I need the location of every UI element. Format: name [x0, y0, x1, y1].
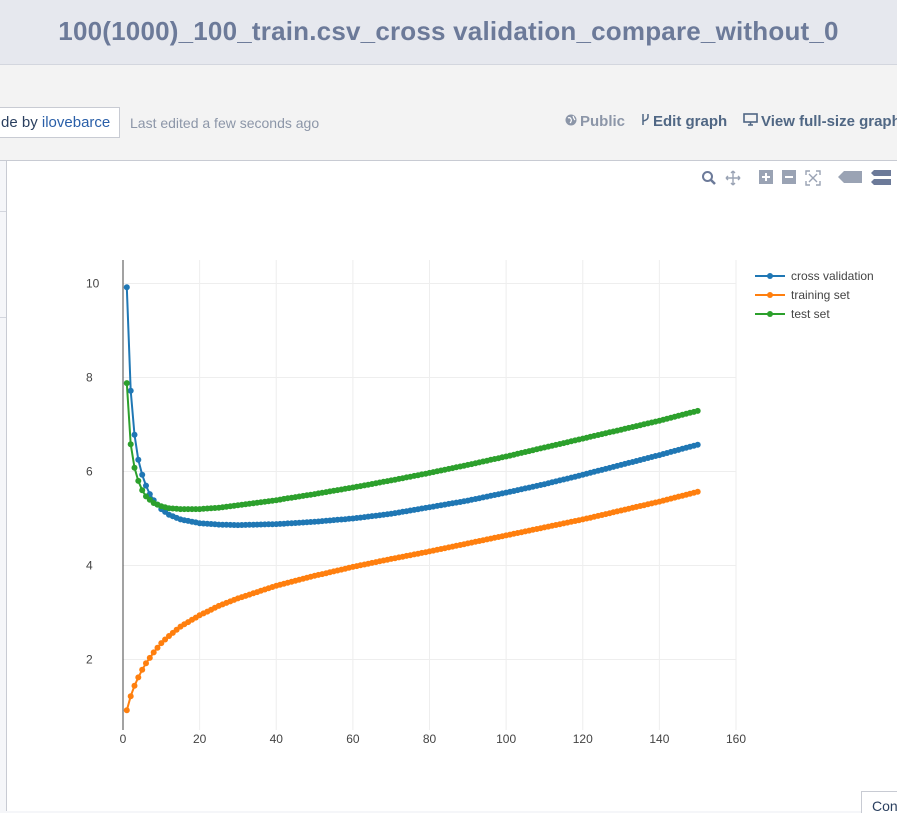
data-point[interactable] [139, 471, 146, 478]
y-tick-label: 2 [86, 653, 93, 667]
legend-label: cross validation [791, 269, 874, 283]
x-tick-label: 120 [573, 732, 593, 746]
made-by-badge[interactable]: de by ilovebarce [0, 107, 121, 138]
x-tick-label: 60 [346, 732, 360, 746]
data-point[interactable] [158, 640, 165, 647]
data-point[interactable] [131, 431, 138, 438]
zoom-icon[interactable] [700, 170, 717, 187]
legend-label: test set [791, 307, 830, 321]
series-line [125, 287, 698, 527]
series-test-set [123, 380, 701, 513]
data-point[interactable] [127, 441, 134, 448]
x-tick-label: 0 [120, 732, 127, 746]
y-tick-label: 10 [86, 277, 100, 291]
left-panel-edge [0, 211, 6, 318]
legend-marker [767, 273, 773, 279]
data-point[interactable] [131, 464, 138, 471]
public-label: Public [580, 113, 626, 130]
public-status[interactable]: Public [565, 113, 625, 130]
hover-closest-icon[interactable] [838, 170, 862, 187]
data-point[interactable] [694, 441, 701, 448]
x-tick-label: 140 [649, 732, 669, 746]
data-point[interactable] [146, 654, 153, 661]
autoscale-icon[interactable] [804, 170, 821, 187]
x-tick-label: 20 [193, 732, 207, 746]
view-full-label: View full-size graph [761, 113, 897, 130]
data-point[interactable] [143, 482, 149, 489]
data-point[interactable] [123, 380, 130, 387]
series-training-set [123, 488, 701, 714]
y-tick-label: 4 [86, 559, 93, 573]
data-point[interactable] [135, 477, 142, 484]
zoom-in-icon[interactable] [757, 170, 774, 187]
data-point[interactable] [135, 674, 142, 681]
data-point[interactable] [127, 693, 134, 700]
fork-icon [641, 113, 650, 130]
x-tick-label: 100 [496, 732, 516, 746]
data-point[interactable] [139, 487, 146, 494]
legend-label: training set [791, 288, 850, 302]
legend-item[interactable]: training set [755, 288, 850, 302]
last-edited-text: Last edited a few seconds ago [130, 115, 320, 131]
plot-panel: 0 20 40 60 80 100 120 140 160 2 4 6 8 10 cross validat… [6, 161, 897, 811]
hover-compare-icon[interactable] [871, 170, 891, 187]
data-point[interactable] [143, 660, 149, 667]
monitor-icon [743, 113, 758, 130]
data-point[interactable] [694, 488, 701, 495]
zoom-out-icon[interactable] [780, 170, 797, 187]
legend-item[interactable]: cross validation [755, 269, 874, 283]
data-point[interactable] [162, 636, 169, 643]
data-point[interactable] [154, 644, 161, 651]
title-bar: 100(1000)_100_train.csv_cross validation… [0, 0, 897, 65]
edit-graph-label: Edit graph [653, 113, 728, 130]
chart[interactable]: 0 20 40 60 80 100 120 140 160 2 4 6 8 10 cross validat… [7, 161, 897, 811]
corner-tab[interactable]: Con [861, 791, 897, 813]
edit-graph-button[interactable]: Edit graph [641, 113, 727, 130]
data-point[interactable] [694, 407, 701, 414]
legend-item[interactable]: test set [755, 307, 830, 321]
y-tick-label: 6 [86, 465, 93, 479]
globe-icon [565, 113, 577, 130]
x-tick-label: 40 [270, 732, 284, 746]
data-point[interactable] [127, 387, 134, 394]
series-line [125, 383, 698, 511]
data-point[interactable] [135, 456, 142, 463]
x-tick-label: 80 [423, 732, 437, 746]
data-point[interactable] [150, 649, 157, 656]
series-cross-validation [123, 284, 701, 529]
legend-marker [767, 311, 773, 317]
page-title: 100(1000)_100_train.csv_cross validation… [58, 16, 839, 46]
info-bar [0, 65, 897, 161]
data-point[interactable] [139, 666, 146, 673]
y-tick-label: 8 [86, 371, 93, 385]
data-point[interactable] [131, 682, 138, 689]
x-tick-label: 160 [726, 732, 746, 746]
pan-icon[interactable] [724, 170, 741, 187]
author-link[interactable]: ilovebarce [41, 114, 111, 131]
legend-marker [767, 292, 773, 298]
data-point[interactable] [123, 707, 130, 714]
view-full-size-button[interactable]: View full-size graph [743, 113, 897, 130]
made-by-prefix: de by [1, 114, 42, 131]
data-point[interactable] [123, 284, 130, 291]
